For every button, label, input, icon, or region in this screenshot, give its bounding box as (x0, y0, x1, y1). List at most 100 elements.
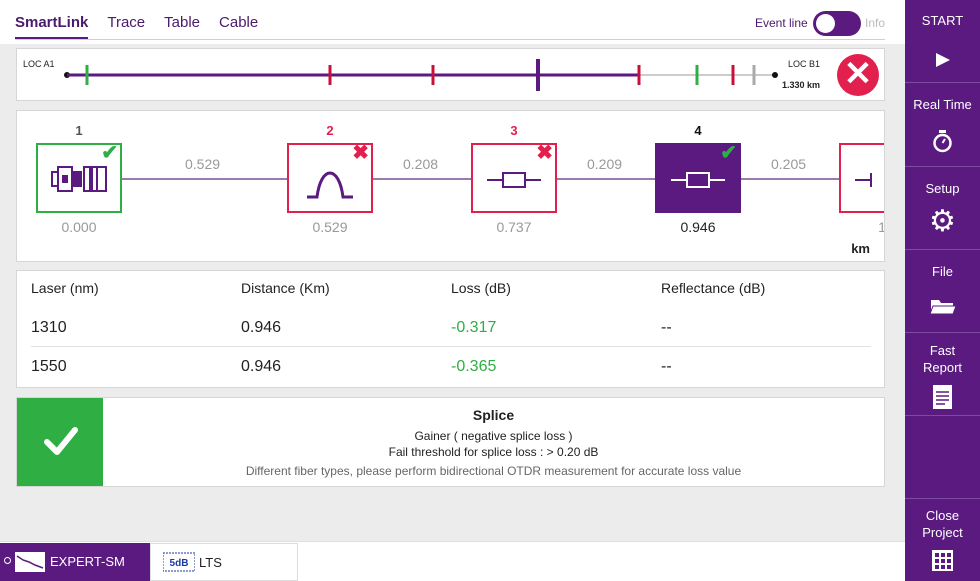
report-document-icon (933, 385, 952, 409)
connector-icon (51, 166, 107, 192)
event-3-splice[interactable]: ✖ (471, 143, 557, 213)
top-bar: SmartLink Trace Table Cable Event line I… (0, 0, 905, 44)
event-2-reflective[interactable]: ✖ (287, 143, 373, 213)
segment-line-3 (557, 178, 655, 180)
threshold-text: Fail threshold for splice loss : > 0.20 … (388, 445, 599, 459)
pass-check-icon: ✔ (101, 142, 118, 164)
cell-distance-2: 0.946 (241, 358, 282, 375)
event-line-label: Event line (755, 16, 808, 30)
close-icon[interactable]: ✕ (837, 54, 879, 96)
file-label: File (932, 264, 953, 279)
advice-note: Different fiber types, please perform bi… (245, 464, 742, 478)
event-number-1: 1 (75, 123, 83, 138)
tab-trace[interactable]: Trace (107, 14, 146, 31)
loc-b-label: LOC B1 (788, 59, 821, 69)
reflective-event-icon (307, 171, 353, 199)
event-number-4: 4 (694, 123, 702, 138)
tab-underline-divider (15, 39, 885, 40)
fast-report-label-line2: Report (922, 360, 963, 375)
cell-reflectance-1: -- (661, 319, 672, 336)
cell-laser-1: 1310 (31, 319, 67, 336)
play-icon (936, 53, 950, 67)
splice-icon (855, 173, 872, 187)
segment-distance-4: 0.205 (771, 156, 807, 172)
header-reflectance: Reflectance (dB) (661, 280, 766, 296)
header-loss: Loss (dB) (451, 280, 511, 296)
lts-icon: 5dB (163, 552, 195, 572)
otdr-trace-icon (15, 552, 45, 572)
tab-smartlink[interactable]: SmartLink (15, 14, 89, 40)
diagnosis-text: Gainer ( negative splice loss ) (414, 429, 573, 443)
cell-distance-1: 0.946 (241, 319, 282, 336)
empty-sidebar-slot (905, 417, 980, 497)
event-results-table: Laser (nm) Distance (Km) Loss (dB) Refle… (16, 270, 885, 388)
segment-line-4 (741, 178, 839, 180)
event-4-splice-selected[interactable]: ✔ (655, 143, 741, 213)
cell-loss-2: -0.365 (451, 358, 497, 375)
event-position-2: 0.529 (312, 219, 348, 235)
splice-icon (671, 172, 725, 188)
link-overview-line (64, 59, 778, 91)
svg-text:5dB: 5dB (170, 558, 189, 569)
segment-distance-1: 0.529 (185, 156, 221, 172)
close-project-button[interactable]: Close Project (905, 498, 980, 581)
cell-laser-2: 1550 (31, 358, 67, 375)
stopwatch-icon (933, 130, 952, 153)
cell-loss-1: -0.317 (451, 319, 497, 336)
header-distance: Distance (Km) (241, 280, 330, 296)
close-project-label-line1: Close (925, 508, 960, 523)
event-position-3: 0.737 (496, 219, 532, 235)
event-number-3: 3 (510, 123, 518, 138)
fail-cross-icon: ✖ (352, 142, 369, 164)
info-label: Info (865, 16, 886, 30)
bottom-bar: EXPERT-SM 5dB LTS (0, 541, 905, 581)
event-map-panel: 0.529 0.208 0.209 0.205 1 ✔ 0.000 2 ✖ 0.… (16, 110, 885, 262)
event-verdict-panel: Splice Gainer ( negative splice loss ) F… (16, 397, 885, 487)
pass-check-icon: ✔ (720, 142, 737, 164)
gear-icon: ⚙ (929, 205, 956, 238)
event-position-1: 0.000 (61, 219, 97, 235)
segment-distance-3: 0.209 (587, 156, 623, 172)
event-position-4: 0.946 (680, 219, 716, 235)
event-type-title: Splice (472, 407, 515, 423)
row-divider (31, 346, 871, 347)
fast-report-label: Fast Report (905, 334, 980, 376)
real-time-label: Real Time (913, 97, 972, 112)
end-dot (772, 72, 778, 78)
distance-units: km (851, 241, 870, 256)
view-tabs: SmartLink Trace Table Cable (15, 14, 277, 40)
splice-icon (487, 172, 541, 188)
project-grid-icon (932, 550, 953, 571)
event-position-5: 1 (839, 219, 884, 235)
close-project-label: Close Project (905, 499, 980, 541)
action-sidebar: START Real Time Setup ⚙ File Fast Report (905, 0, 980, 581)
tab-table[interactable]: Table (164, 14, 201, 31)
tab-lts[interactable]: 5dB LTS (150, 543, 298, 581)
link-overview: LOC A1 LOC B1 1.330 km ✕ (16, 48, 885, 101)
radio-dot-icon (4, 557, 11, 564)
segment-distance-2: 0.208 (403, 156, 439, 172)
tab-expert-sm[interactable]: EXPERT-SM (0, 543, 150, 581)
event-number-2: 2 (326, 123, 334, 138)
toggle-knob (816, 14, 835, 33)
tab-cable[interactable]: Cable (219, 14, 259, 31)
start-label: START (921, 13, 964, 28)
loc-a-label: LOC A1 (23, 59, 55, 69)
cell-reflectance-2: -- (661, 358, 672, 375)
fast-report-label-line1: Fast (929, 343, 956, 358)
link-length: 1.330 km (782, 80, 821, 90)
fast-report-button[interactable]: Fast Report (905, 334, 980, 416)
file-button[interactable]: File (905, 251, 980, 333)
setup-button[interactable]: Setup ⚙ (905, 168, 980, 250)
setup-label: Setup (925, 181, 960, 196)
folder-icon (929, 300, 957, 315)
pass-status-block (17, 398, 103, 486)
segment-line-2 (373, 178, 471, 180)
fail-cross-icon: ✖ (536, 142, 553, 164)
event-1-connector[interactable]: ✔ (36, 143, 122, 213)
event-line-toggle[interactable] (813, 11, 861, 36)
check-icon (44, 427, 78, 455)
start-button[interactable]: START (905, 0, 980, 83)
real-time-button[interactable]: Real Time (905, 84, 980, 167)
event-5-splice-partial[interactable] (839, 143, 884, 213)
